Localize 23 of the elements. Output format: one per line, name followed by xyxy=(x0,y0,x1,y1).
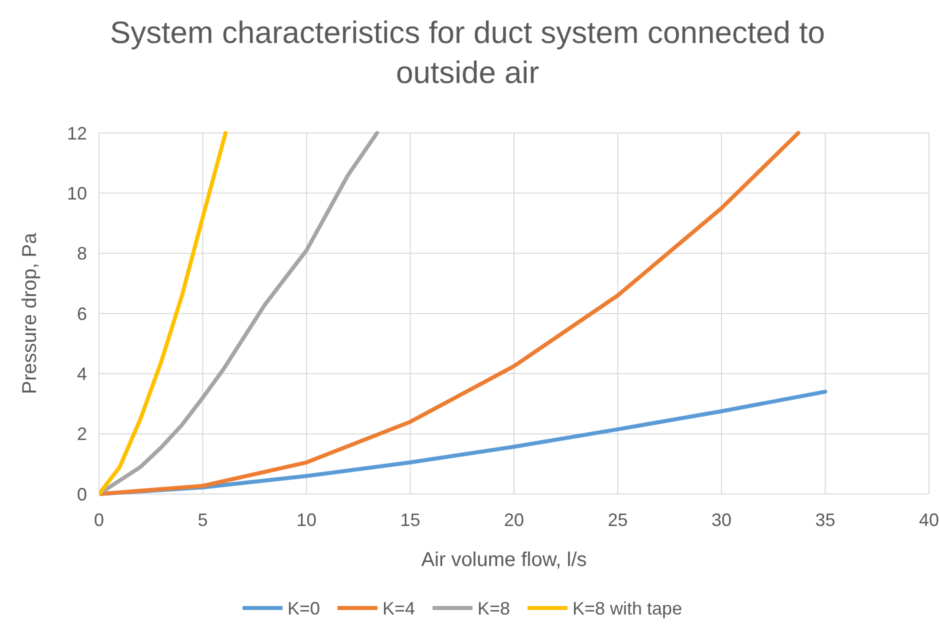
x-tick-label: 5 xyxy=(198,510,208,530)
y-tick-label: 12 xyxy=(66,123,87,144)
x-tick-label: 30 xyxy=(711,510,732,530)
y-tick-label: 10 xyxy=(66,183,87,204)
y-tick-label: 8 xyxy=(76,244,87,264)
x-axis-title: Air volume flow, l/s xyxy=(421,549,587,571)
chart-title: System characteristics for duct system connected to outside air xyxy=(110,15,825,90)
x-tick-label: 35 xyxy=(815,510,836,530)
x-tick-label: 40 xyxy=(918,510,939,530)
x-tick-label: 20 xyxy=(504,510,524,530)
y-tick-label: 6 xyxy=(76,304,87,324)
x-tick-label: 10 xyxy=(296,510,317,530)
y-tick-label: 4 xyxy=(76,364,87,384)
x-tick-label: 25 xyxy=(608,510,628,530)
legend-label: K=0 xyxy=(288,598,320,618)
y-tick-label: 2 xyxy=(76,424,87,444)
y-axis-title: Pressure drop, Pa xyxy=(19,232,41,394)
legend-label: K=4 xyxy=(382,598,416,618)
legend-label: K=8 with tape xyxy=(572,598,682,618)
y-tick-label: 0 xyxy=(76,484,87,504)
x-tick-label: 15 xyxy=(400,510,420,530)
legend-label: K=8 xyxy=(478,598,510,618)
x-tick-label: 0 xyxy=(94,510,104,530)
